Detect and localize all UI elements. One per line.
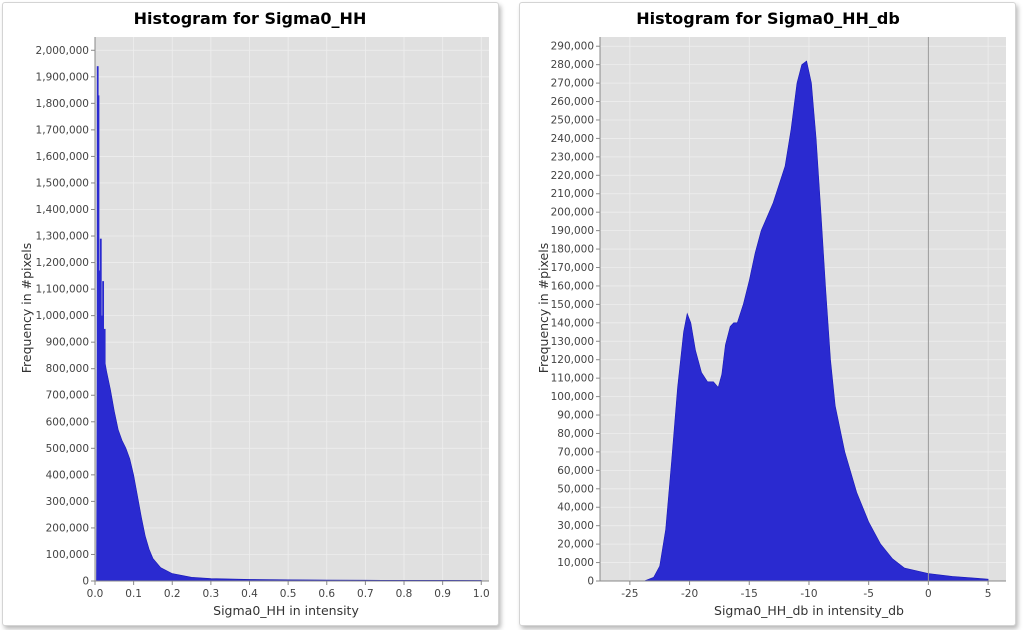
x-tick-label: 0.2: [164, 588, 181, 600]
y-tick-label: 1,200,000: [36, 257, 89, 269]
y-tick-label: 130,000: [551, 336, 594, 348]
x-tick-label: 0.1: [125, 588, 142, 600]
y-tick-label: 400,000: [46, 469, 89, 481]
y-tick-label: 0: [587, 576, 594, 588]
x-tick-label: 0.9: [434, 588, 451, 600]
y-tick-label: 2,000,000: [36, 45, 89, 57]
y-tick-label: 210,000: [551, 188, 594, 200]
y-tick-label: 20,000: [557, 539, 594, 551]
y-tick-label: 40,000: [557, 502, 594, 514]
y-tick-label: 260,000: [551, 96, 594, 108]
x-tick-label: -15: [741, 588, 758, 600]
x-tick-label: 0.4: [241, 588, 258, 600]
x-axis-label: Sigma0_HH_db in intensity_db: [714, 603, 904, 618]
y-tick-label: 110,000: [551, 373, 594, 385]
histogram-bars: [629, 60, 989, 582]
chart-title: Histogram for Sigma0_HH: [134, 9, 367, 28]
x-tick-label: -10: [800, 588, 817, 600]
y-tick-label: 200,000: [551, 207, 594, 219]
x-tick-label: 5: [985, 588, 992, 600]
y-tick-label: 800,000: [46, 363, 89, 375]
y-tick-label: 50,000: [557, 483, 594, 495]
histogram-chart-sigma0-hh-db: Histogram for Sigma0_HH_db 0 10,000 20,000…: [536, 9, 1006, 618]
y-tick-label: 190,000: [551, 225, 594, 237]
histogram-spike: [98, 270, 101, 581]
histogram-spike: [101, 315, 103, 581]
y-tick-label: 170,000: [551, 262, 594, 274]
y-tick-label: 280,000: [551, 59, 594, 71]
y-tick-label: 100,000: [551, 391, 594, 403]
x-tick-label: 0.5: [280, 588, 297, 600]
y-tick-label: 1,600,000: [36, 151, 89, 163]
y-tick-label: 1,400,000: [36, 204, 89, 216]
y-tick-label: 0: [82, 576, 89, 588]
x-tick-label: 0.7: [357, 588, 374, 600]
y-tick-label: 160,000: [551, 280, 594, 292]
y-tick-label: 240,000: [551, 133, 594, 145]
y-tick-label: 600,000: [46, 416, 89, 428]
y-tick-label: 1,300,000: [36, 231, 89, 243]
y-tick-label: 900,000: [46, 337, 89, 349]
x-tick-label: -5: [863, 588, 873, 600]
y-tick-label: 100,000: [46, 549, 89, 561]
x-tick-label: 1.0: [473, 588, 490, 600]
y-tick-label: 1,000,000: [36, 310, 89, 322]
y-tick-label: 1,900,000: [36, 71, 89, 83]
y-tick-label: 1,800,000: [36, 98, 89, 110]
y-tick-label: 300,000: [46, 496, 89, 508]
y-tick-label: 1,700,000: [36, 124, 89, 136]
chart-title: Histogram for Sigma0_HH_db: [636, 9, 900, 28]
y-tick-label: 200,000: [46, 522, 89, 534]
histogram-spike: [99, 238, 102, 582]
x-axis-label: Sigma0_HH in intensity: [213, 603, 359, 618]
x-tick-label: 0.3: [203, 588, 220, 600]
y-tick-label: 700,000: [46, 390, 89, 402]
y-tick-label: 1,500,000: [36, 177, 89, 189]
y-tick-label: 290,000: [551, 41, 594, 53]
y-tick-label: 250,000: [551, 114, 594, 126]
y-tick-label: 90,000: [557, 410, 594, 422]
x-tick-label: 0.6: [318, 588, 335, 600]
y-tick-label: 120,000: [551, 354, 594, 366]
y-tick-label: 500,000: [46, 443, 89, 455]
y-axis-label: Frequency in #pixels: [19, 243, 34, 374]
y-tick-label: 60,000: [557, 465, 594, 477]
x-tick-label: -25: [621, 588, 638, 600]
y-tick-label: 10,000: [557, 557, 594, 569]
y-tick-label: 230,000: [551, 151, 594, 163]
histogram-spike: [103, 328, 106, 581]
x-tick-label: 0.8: [396, 588, 413, 600]
histogram-panel-sigma0-hh: Histogram for Sigma0_HH 0 100,000 200,000 3…: [2, 2, 499, 626]
histogram-panel-sigma0-hh-db: Histogram for Sigma0_HH_db 0 10,000 20,000…: [519, 2, 1016, 626]
y-tick-label: 150,000: [551, 299, 594, 311]
y-tick-label: 70,000: [557, 446, 594, 458]
y-tick-label: 270,000: [551, 78, 594, 90]
x-tick-label: 0: [925, 588, 932, 600]
y-axis-label: Frequency in #pixels: [536, 243, 551, 374]
x-tick-label: -20: [681, 588, 698, 600]
histogram-chart-sigma0-hh: Histogram for Sigma0_HH 0 100,000 200,000 3…: [19, 9, 490, 618]
y-tick-label: 1,100,000: [36, 284, 89, 296]
x-tick-label: 0.0: [87, 588, 104, 600]
y-tick-label: 180,000: [551, 244, 594, 256]
plot-area: [95, 37, 489, 581]
histogram-spike: [97, 95, 100, 581]
y-tick-label: 30,000: [557, 520, 594, 532]
y-tick-label: 140,000: [551, 317, 594, 329]
y-tick-label: 220,000: [551, 170, 594, 182]
y-tick-label: 80,000: [557, 428, 594, 440]
histogram-spike: [102, 281, 105, 581]
